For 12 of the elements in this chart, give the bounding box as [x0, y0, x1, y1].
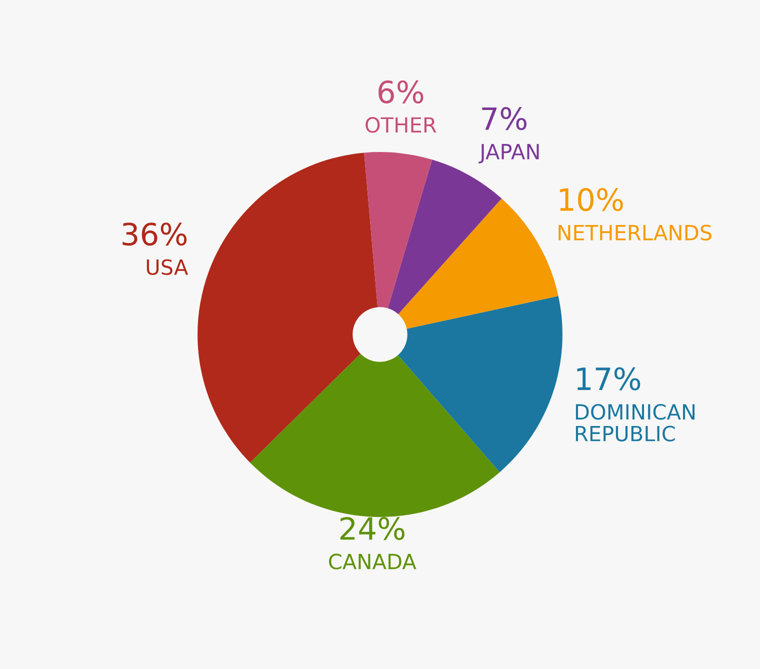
data-label: 10%: [560, 188, 623, 212]
slice-label: DOMINICAN REPUBLIC: [576, 404, 695, 442]
data-label: 17%: [577, 367, 640, 390]
data-label: 36%: [122, 222, 187, 246]
data-label: 6%: [378, 80, 424, 104]
data-label: 24%: [340, 516, 404, 540]
slice-label: CANADA: [329, 554, 416, 570]
slice-label: NETHERLANDS: [558, 224, 712, 240]
slice-label: USA: [146, 259, 188, 276]
data-label: 7%: [482, 107, 526, 130]
slice-label: OTHER: [366, 117, 436, 133]
slice-label: JAPAN: [478, 144, 539, 164]
